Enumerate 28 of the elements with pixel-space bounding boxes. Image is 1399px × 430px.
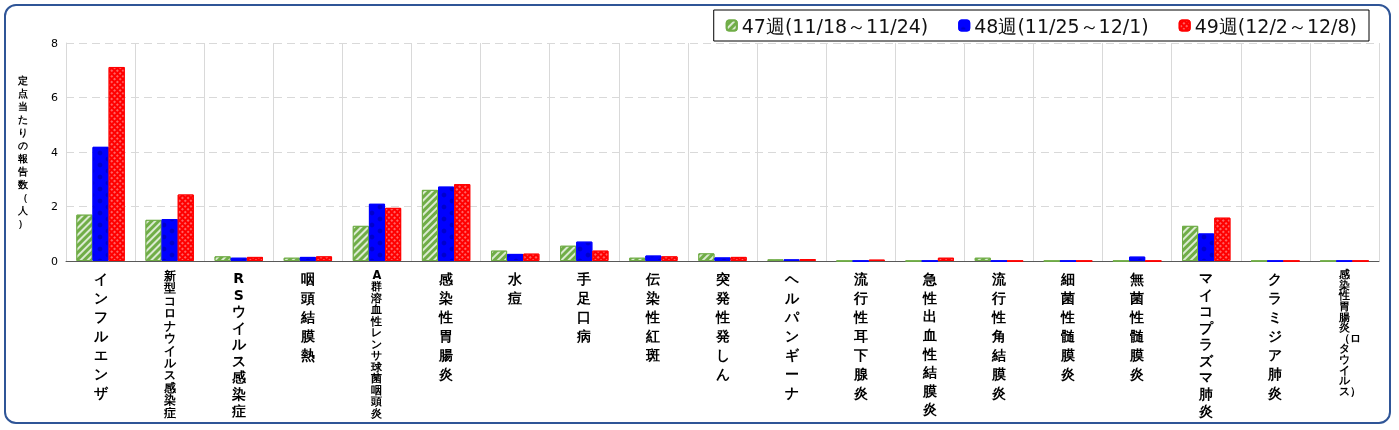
category-label: A群溶血性レンサ球菌咽頭炎 [371,268,383,420]
category-label: 感染性胃腸炎（ロタウイルス） [1338,268,1361,399]
x-tick-label: 水痘 [507,270,523,308]
category-label: 新型コロナウイルス感染症 [163,268,176,420]
legend-label: 49週(12/2～12/8) [1194,14,1358,37]
legend-label: 47週(11/18～11/24) [741,14,929,37]
x-tick-label: ヘルパンギーナ [784,270,800,403]
x-tick-label: 咽頭結膜熱 [300,270,316,365]
y-tick-label: 2 [51,200,58,213]
x-tick-label: 手足口病 [576,270,592,346]
category-label: マイコプラズマ肺炎 [1199,270,1214,419]
category-label: RSウイルス感染症 [231,270,246,419]
text: 定点当たりの報告数（人） [18,75,28,229]
legend-label: 48週(11/25～12/1) [974,14,1149,37]
y-tick-label: 4 [51,145,58,159]
y-tick-label: 0 [51,254,58,268]
x-tick-label: 無菌性髄膜炎 [1129,270,1145,384]
x-tick-label: 流行性角結膜炎 [991,270,1007,403]
y-tick-label: 8 [51,36,58,50]
x-tick-label: 感染性胃腸炎 [438,270,454,384]
x-tick-label: 突発性発しん [715,270,730,384]
x-tick-label: 伝染性紅斑 [645,270,661,365]
x-tick-label: クラミジア肺炎 [1267,270,1283,403]
x-tick-label: 流行性耳下腺炎 [853,270,869,403]
x-tick-label: 急性出血性結膜炎 [922,270,938,419]
x-tick-label: 細菌性髄膜炎 [1060,270,1076,384]
x-tick-label: インフルエンザ [93,270,109,403]
y-tick-label: 6 [51,91,58,104]
